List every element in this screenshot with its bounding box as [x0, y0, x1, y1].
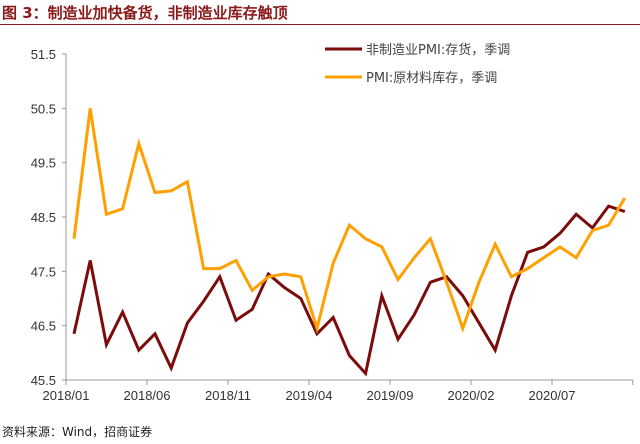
source-note: 资料来源：Wind，招商证券: [2, 425, 153, 439]
y-tick-label: 51.5: [31, 47, 56, 62]
y-tick-label: 50.5: [31, 101, 56, 116]
x-tick-label: 2020/07: [529, 388, 576, 403]
y-tick-label: 46.5: [31, 319, 56, 334]
y-tick-label: 47.5: [31, 264, 56, 279]
x-tick-label: 2018/11: [205, 388, 251, 403]
y-tick-label: 45.5: [31, 373, 56, 388]
series-line-1: [72, 204, 626, 377]
legend-label-2: PMI:原材料库存，季调: [366, 70, 497, 86]
x-tick-label: 2019/09: [367, 388, 414, 403]
x-tick-label: 2020/02: [448, 388, 495, 403]
x-tick-label: 2018/01: [43, 388, 90, 403]
y-tick-label: 48.5: [31, 210, 56, 225]
figure-title: 图 3：制造业加快备货，非制造业库存触顶: [2, 4, 288, 22]
x-tick-label: 2019/04: [286, 388, 333, 403]
y-tick-label: 49.5: [31, 156, 56, 171]
series-line-2: [72, 108, 627, 334]
x-tick-label: 2018/06: [124, 388, 171, 403]
title-divider: [0, 24, 640, 25]
legend-label-1: 非制造业PMI:存货，季调: [366, 42, 510, 58]
